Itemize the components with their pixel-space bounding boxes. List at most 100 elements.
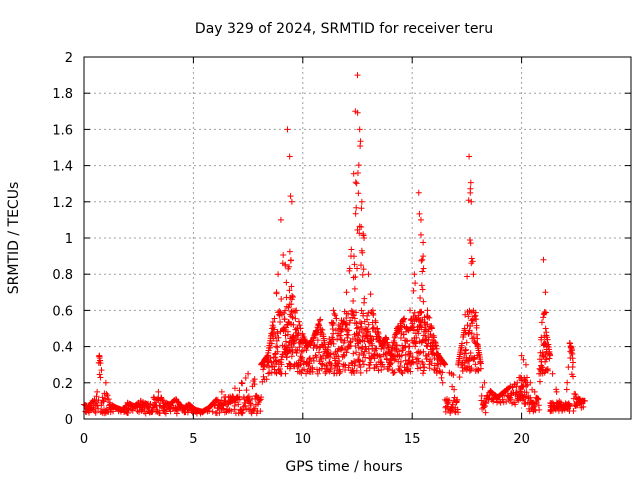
- data-point: [283, 279, 290, 286]
- data-point: [420, 360, 427, 367]
- data-point: [185, 407, 192, 414]
- data-point: [360, 266, 367, 273]
- data-point: [382, 351, 389, 358]
- data-point: [339, 325, 346, 332]
- data-point: [347, 317, 354, 324]
- data-point: [359, 358, 366, 365]
- data-point: [394, 342, 401, 349]
- data-point: [269, 318, 276, 325]
- data-point: [102, 379, 109, 386]
- data-point: [263, 376, 270, 383]
- data-point: [570, 373, 577, 380]
- data-point: [523, 389, 530, 396]
- data-point: [466, 237, 473, 244]
- data-point: [401, 315, 408, 322]
- data-point: [268, 340, 275, 347]
- x-tick-label: 0: [80, 432, 88, 447]
- data-point: [316, 322, 323, 329]
- data-point: [346, 265, 353, 272]
- data-point: [467, 350, 474, 357]
- data-point: [289, 314, 296, 321]
- data-point: [100, 398, 107, 405]
- data-point: [286, 263, 293, 270]
- data-point: [310, 357, 317, 364]
- data-point: [355, 190, 362, 197]
- data-point: [277, 328, 284, 335]
- data-point: [468, 365, 475, 372]
- data-point: [449, 383, 456, 390]
- data-point: [458, 340, 465, 347]
- data-point: [353, 309, 360, 316]
- data-point: [481, 379, 488, 386]
- chart-title: Day 329 of 2024, SRMTID for receiver ter…: [195, 21, 493, 37]
- data-point: [97, 360, 104, 367]
- data-point: [341, 352, 348, 359]
- data-point: [539, 349, 546, 356]
- data-point: [406, 353, 413, 360]
- data-point: [469, 320, 476, 327]
- data-point: [350, 253, 357, 260]
- data-point: [372, 319, 379, 326]
- data-point: [477, 365, 484, 372]
- data-point: [542, 309, 549, 316]
- data-point: [570, 359, 577, 366]
- data-point: [337, 368, 344, 375]
- data-point: [462, 346, 469, 353]
- data-point: [173, 410, 180, 417]
- y-tick-label: 1.6: [52, 123, 73, 138]
- data-point: [282, 307, 289, 314]
- data-point: [464, 273, 471, 280]
- data-point: [448, 406, 455, 413]
- data-point: [286, 301, 293, 308]
- data-point: [360, 310, 367, 317]
- data-point: [538, 319, 545, 326]
- data-point: [280, 252, 287, 259]
- data-point: [340, 351, 347, 358]
- data-point: [416, 210, 423, 217]
- data-point: [466, 327, 473, 334]
- data-point: [428, 360, 435, 367]
- data-point: [431, 334, 438, 341]
- data-point: [290, 321, 297, 328]
- data-point: [466, 153, 473, 160]
- data-point: [398, 352, 405, 359]
- data-point: [542, 289, 549, 296]
- data-point: [482, 399, 489, 406]
- data-point: [553, 386, 560, 393]
- data-point: [316, 349, 323, 356]
- data-point: [472, 361, 479, 368]
- data-point: [358, 262, 365, 269]
- data-point: [421, 328, 428, 335]
- data-point: [246, 397, 253, 404]
- data-point: [438, 374, 445, 381]
- data-point: [353, 325, 360, 332]
- data-point: [417, 216, 424, 223]
- data-point: [293, 325, 300, 332]
- data-point: [419, 256, 426, 263]
- data-point: [236, 387, 243, 394]
- data-point: [451, 386, 458, 393]
- data-point: [327, 350, 334, 357]
- data-point: [467, 179, 474, 186]
- data-point: [343, 349, 350, 356]
- data-point: [277, 319, 284, 326]
- data-point: [350, 170, 357, 177]
- data-point: [378, 366, 385, 373]
- data-point: [478, 392, 485, 399]
- data-point: [292, 315, 299, 322]
- data-point: [446, 369, 453, 376]
- data-point: [288, 198, 295, 205]
- data-point: [564, 379, 571, 386]
- data-point: [299, 354, 306, 361]
- data-point: [284, 126, 291, 133]
- data-point: [472, 309, 479, 316]
- y-tick-label: 1: [65, 232, 73, 247]
- data-point: [407, 307, 414, 314]
- data-point: [527, 397, 534, 404]
- data-point: [428, 324, 435, 331]
- data-point: [406, 343, 413, 350]
- data-point: [310, 342, 317, 349]
- data-point: [351, 362, 358, 369]
- data-point: [482, 409, 489, 416]
- y-tick-label: 0.6: [52, 304, 73, 319]
